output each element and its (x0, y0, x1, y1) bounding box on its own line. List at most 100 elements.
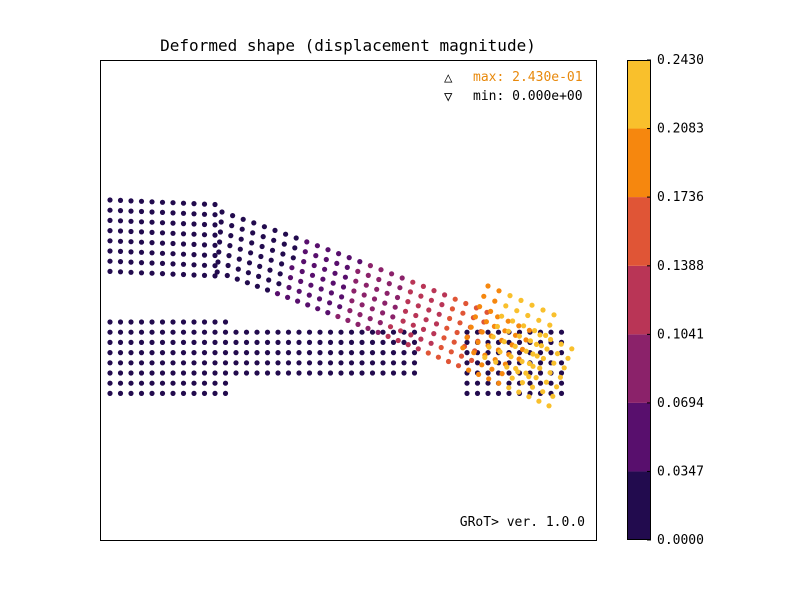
mesh-point (285, 350, 292, 356)
mesh-point (495, 314, 501, 320)
mesh-point (505, 328, 511, 334)
mesh-point (243, 329, 250, 335)
mesh-point (138, 198, 145, 204)
mesh-point (128, 259, 134, 265)
mesh-point (507, 293, 513, 299)
mesh-point (371, 296, 378, 302)
mesh-point (201, 380, 208, 386)
mesh-point (244, 280, 250, 286)
mesh-point (170, 240, 176, 247)
mesh-point (170, 271, 176, 277)
mesh-point (451, 339, 457, 345)
mesh-point (411, 360, 418, 366)
mesh-point (505, 318, 511, 324)
mesh-point (138, 208, 145, 215)
mesh-point (191, 231, 197, 237)
mesh-point (254, 329, 260, 335)
mesh-point (222, 370, 229, 376)
mesh-point (117, 228, 124, 234)
mesh-point (475, 339, 481, 345)
mesh-point (180, 350, 187, 356)
mesh-point (107, 238, 113, 244)
mesh-point (305, 302, 311, 308)
mesh-point (328, 290, 334, 296)
mesh-point (298, 278, 304, 284)
mesh-point (387, 324, 394, 330)
mesh-point (474, 380, 481, 386)
mesh-point (525, 312, 531, 319)
mesh-point (159, 260, 166, 266)
mesh-point (201, 262, 208, 268)
mesh-point (285, 294, 291, 300)
mesh-point (274, 291, 281, 297)
mesh-point (464, 329, 470, 335)
mesh-point (212, 360, 218, 366)
mesh-point (138, 270, 145, 276)
mesh-point (285, 329, 292, 335)
mesh-point (348, 370, 355, 376)
mesh-point (516, 389, 522, 395)
mesh-point (495, 390, 502, 396)
mesh-point (287, 275, 294, 281)
mesh-point (107, 258, 113, 264)
mesh-point (212, 319, 218, 325)
mesh-point (390, 314, 396, 320)
mesh-point (345, 317, 351, 323)
mesh-point (444, 325, 450, 331)
mesh-point (170, 329, 176, 335)
mesh-point (107, 350, 113, 356)
mesh-point (299, 268, 305, 275)
mesh-point (493, 359, 499, 365)
mesh-point (201, 370, 208, 376)
mesh-point (117, 197, 124, 203)
mesh-point (536, 398, 542, 404)
mesh-point (431, 288, 437, 294)
mesh-point (348, 339, 355, 345)
mesh-point (180, 200, 187, 206)
mesh-point (369, 350, 376, 356)
mesh-point (474, 390, 481, 396)
mesh-point (249, 240, 255, 246)
mesh-point (338, 360, 344, 366)
mesh-point (548, 380, 554, 386)
mesh-point (438, 344, 444, 351)
mesh-point (306, 360, 313, 366)
mesh-point (558, 390, 565, 396)
mesh-point (170, 360, 176, 366)
mesh-point (128, 339, 134, 345)
colorbar-segment (627, 334, 651, 403)
mesh-point (526, 327, 533, 333)
mesh-point (314, 243, 320, 249)
mesh-point (302, 249, 308, 255)
mesh-point (367, 263, 373, 269)
mesh-point (428, 340, 434, 346)
mesh-point (212, 390, 218, 396)
mesh-point (311, 262, 317, 269)
mesh-point (558, 350, 565, 356)
mesh-point (243, 350, 250, 356)
mesh-point (527, 338, 534, 344)
mesh-point (117, 329, 124, 335)
mesh-point (327, 300, 333, 306)
mesh-point (128, 218, 134, 224)
mesh-point (159, 319, 166, 325)
mesh-point (170, 390, 176, 396)
mesh-point (138, 380, 145, 386)
mesh-point (212, 252, 218, 259)
mesh-point (117, 380, 124, 386)
colorbar-segment (627, 60, 651, 129)
mesh-point (149, 219, 155, 225)
mesh-point (233, 360, 239, 366)
mesh-point (107, 339, 113, 345)
mesh-point (426, 307, 432, 313)
mesh-point (159, 199, 166, 205)
mesh-point (304, 239, 310, 245)
mesh-point (359, 370, 365, 376)
mesh-point (219, 209, 225, 215)
mesh-point (306, 350, 313, 356)
mesh-point (464, 380, 470, 386)
colorbar-tick-label: 0.1736 (657, 190, 704, 205)
mesh-point (481, 293, 487, 299)
mesh-point (449, 306, 455, 312)
mesh-point (191, 380, 197, 386)
